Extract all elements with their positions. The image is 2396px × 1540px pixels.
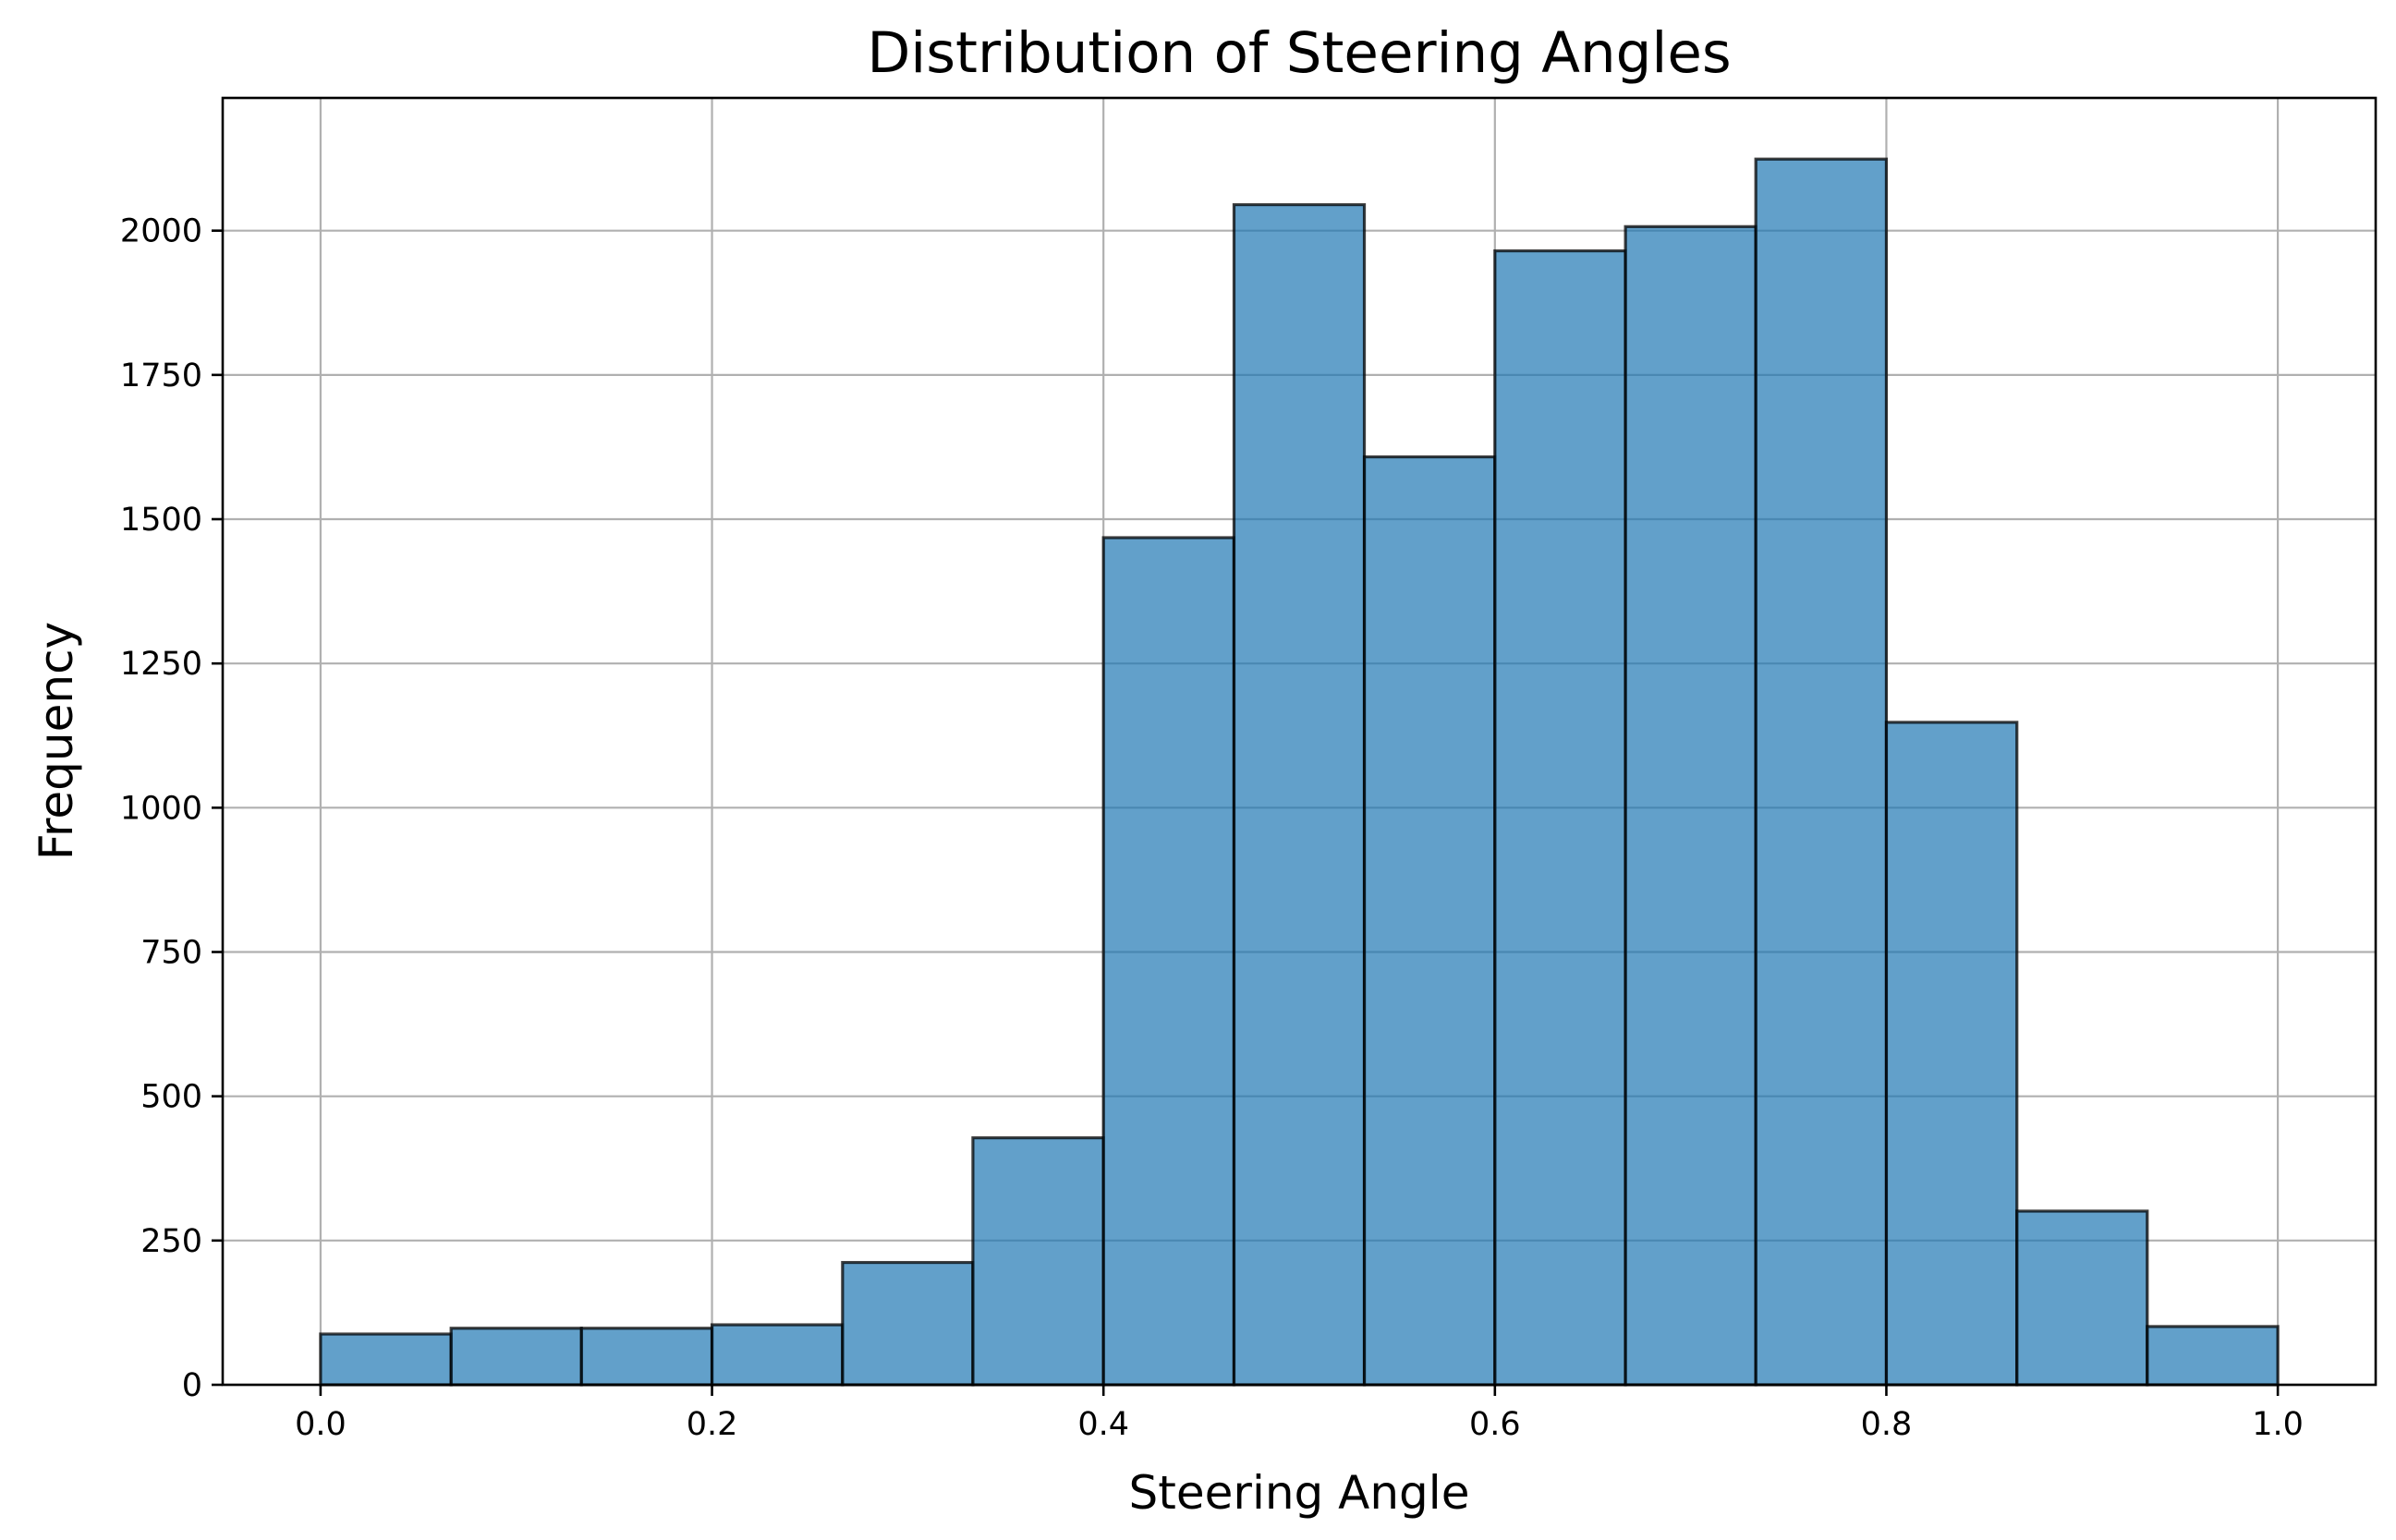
y-tick-label: 1750 xyxy=(120,358,202,394)
histogram-bar xyxy=(449,1327,583,1387)
histogram-bar xyxy=(1754,157,1889,1387)
y-tick-label: 250 xyxy=(140,1223,202,1260)
x-tick-label: 1.0 xyxy=(2252,1406,2304,1443)
histogram-bar xyxy=(1884,721,2019,1387)
x-tick-label: 0.4 xyxy=(1077,1406,1129,1443)
plot-frame xyxy=(221,96,2378,1387)
y-tick-label: 1000 xyxy=(120,790,202,827)
histogram-bar xyxy=(1362,455,1497,1387)
y-axis-label: Frequency xyxy=(30,622,83,860)
histogram-bar xyxy=(841,1260,975,1387)
y-tick-label: 0 xyxy=(182,1367,202,1404)
x-tick-label: 0.8 xyxy=(1861,1406,1913,1443)
histogram-bar xyxy=(579,1327,714,1387)
histogram-bar xyxy=(971,1136,1105,1387)
histogram-bar xyxy=(1101,536,1236,1387)
x-tick-label: 0.0 xyxy=(295,1406,347,1443)
histogram-bar xyxy=(1493,249,1627,1387)
histogram-bar xyxy=(2015,1209,2149,1387)
histogram-bar xyxy=(319,1332,453,1387)
y-tick-label: 500 xyxy=(140,1079,202,1116)
x-tick-label: 0.2 xyxy=(687,1406,738,1443)
histogram-bar xyxy=(1232,202,1367,1387)
histogram-bar xyxy=(710,1323,845,1387)
y-axis-ticks: 0 250 500 750 1000 1250 1500 1750 2000 xyxy=(120,213,223,1404)
histogram-bar xyxy=(2146,1325,2280,1387)
histogram-bar xyxy=(1624,224,1757,1387)
chart-title: Distribution of Steering Angles xyxy=(867,20,1731,86)
y-tick-label: 1500 xyxy=(120,502,202,539)
x-axis-label: Steering Angle xyxy=(1129,1466,1470,1520)
x-tick-label: 0.6 xyxy=(1469,1406,1521,1443)
y-tick-label: 750 xyxy=(140,935,202,972)
y-tick-label: 2000 xyxy=(120,213,202,250)
histogram-bars xyxy=(319,157,2280,1387)
y-tick-label: 1250 xyxy=(120,646,202,683)
x-axis-ticks: 0.0 0.2 0.4 0.6 0.8 1.0 xyxy=(295,1385,2304,1443)
